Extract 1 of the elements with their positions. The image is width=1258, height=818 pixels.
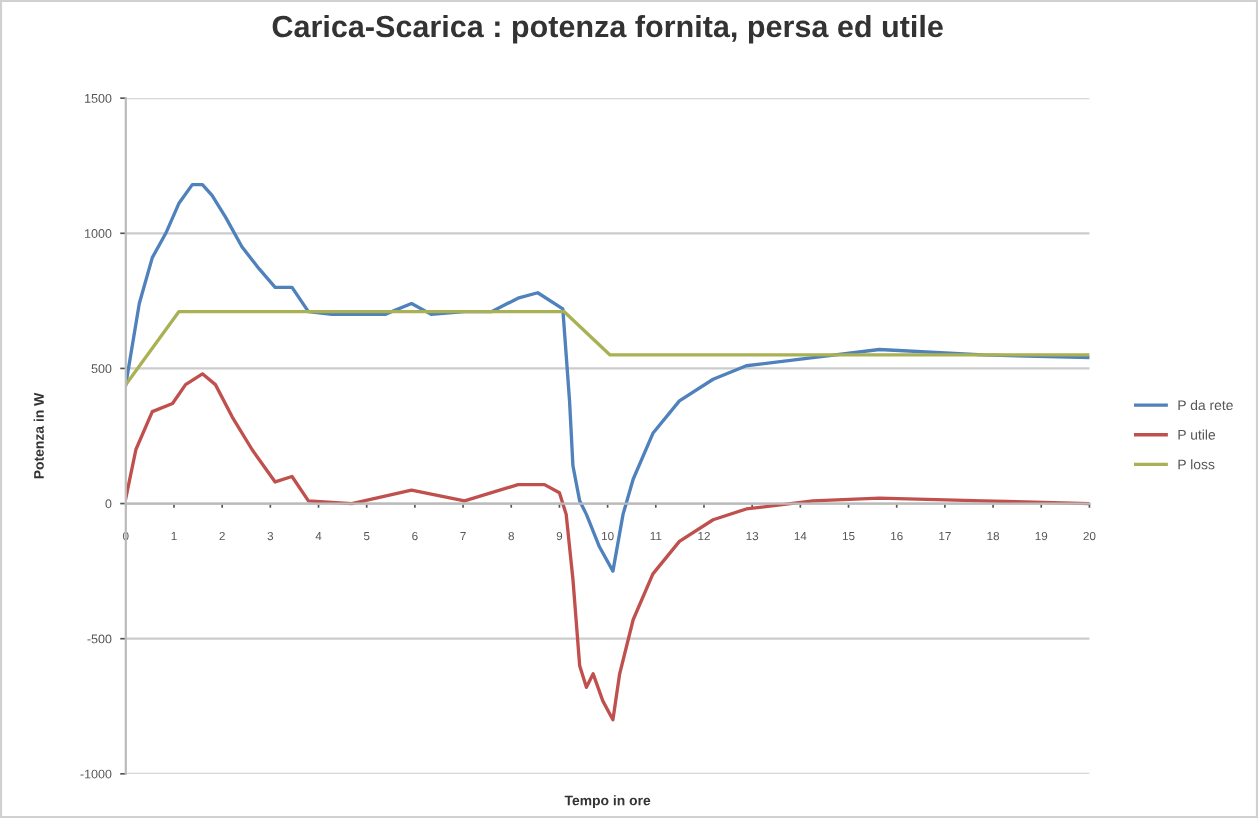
chart-title: Carica-Scarica : potenza fornita, persa ed utile (272, 14, 943, 44)
